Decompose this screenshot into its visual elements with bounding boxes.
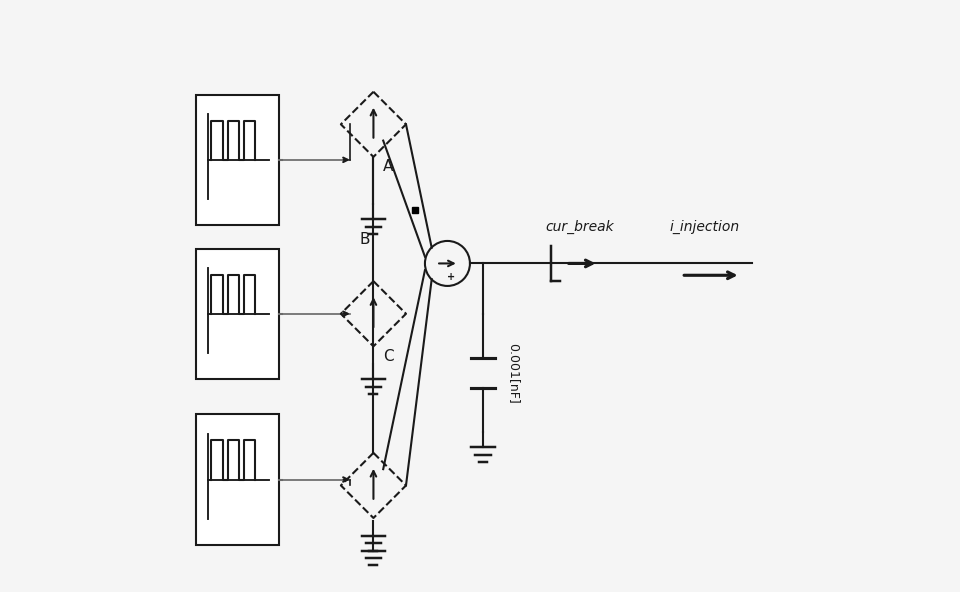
Text: C: C — [383, 349, 394, 364]
Bar — [196, 249, 278, 379]
Bar — [196, 95, 278, 225]
Bar — [196, 414, 278, 545]
Text: cur_break: cur_break — [545, 220, 613, 234]
Text: B: B — [359, 232, 370, 247]
Text: 0.001[nF]: 0.001[nF] — [507, 343, 519, 403]
Text: i_injection: i_injection — [670, 220, 740, 234]
Text: A: A — [383, 159, 394, 175]
Text: +: + — [446, 272, 455, 282]
